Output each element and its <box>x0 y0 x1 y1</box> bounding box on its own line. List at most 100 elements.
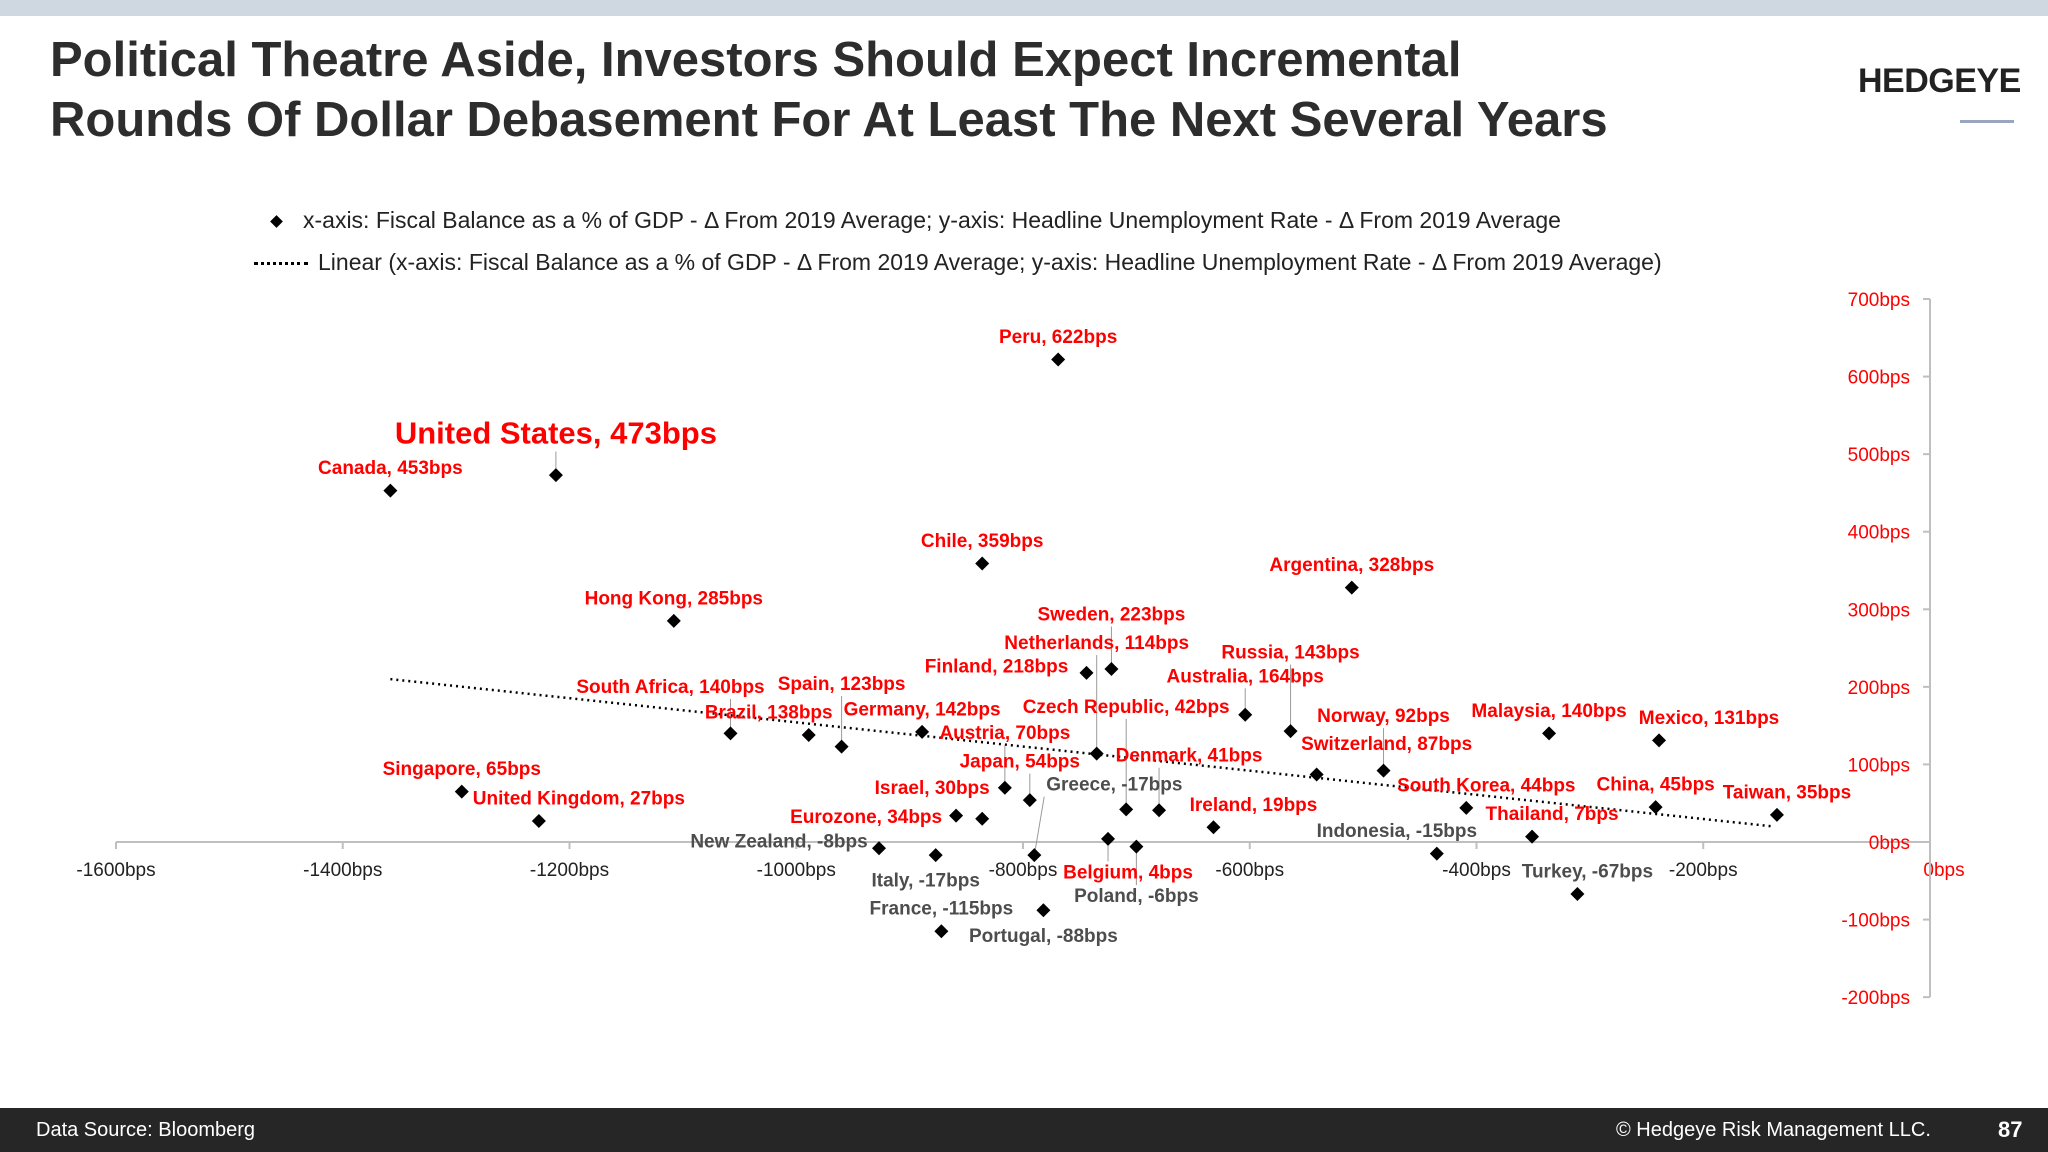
data-label: Czech Republic, 42bps <box>1023 697 1230 718</box>
data-label: Singapore, 65bps <box>383 759 541 780</box>
data-label: Sweden, 223bps <box>1038 605 1186 626</box>
data-label: Finland, 218bps <box>925 656 1069 677</box>
data-point <box>1459 800 1474 815</box>
title-line-2: Rounds Of Dollar Debasement For At Least… <box>50 93 1608 147</box>
y-tick-label: 400bps <box>1848 523 1910 544</box>
data-point <box>1309 767 1324 782</box>
data-label: Brazil, 138bps <box>705 702 833 723</box>
data-point <box>723 726 738 741</box>
data-point <box>1079 665 1094 680</box>
data-label: Portugal, -88bps <box>969 926 1118 947</box>
data-point <box>1104 662 1119 677</box>
data-label: New Zealand, -8bps <box>690 832 867 853</box>
legend-label: Linear (x-axis: Fiscal Balance as a % of… <box>318 249 1662 275</box>
data-point <box>548 468 563 483</box>
data-label: Eurozone, 34bps <box>790 807 942 828</box>
data-label: Turkey, -67bps <box>1522 861 1653 882</box>
data-point <box>1027 848 1042 863</box>
data-point <box>1036 903 1051 918</box>
data-point <box>1051 352 1066 367</box>
logo-underline <box>1960 120 2014 123</box>
y-tick-label: -100bps <box>1841 911 1910 932</box>
data-point <box>1129 839 1144 854</box>
y-tick-label: 0bps <box>1869 833 1910 854</box>
data-point <box>975 556 990 571</box>
x-tick-label: 0bps <box>1923 860 1964 881</box>
data-point <box>1652 733 1667 748</box>
data-point <box>383 483 398 498</box>
data-label: South Africa, 140bps <box>576 677 764 698</box>
data-point <box>1648 800 1663 815</box>
data-point <box>454 784 469 799</box>
data-point <box>1152 803 1167 818</box>
data-point <box>1119 802 1134 817</box>
data-point <box>1570 886 1585 901</box>
footer: Data Source: Bloomberg © Hedgeye Risk Ma… <box>0 1108 2048 1152</box>
x-tick-label: -800bps <box>989 860 1058 881</box>
label-leader-lines <box>555 451 1385 886</box>
data-label: Japan, 54bps <box>960 752 1080 773</box>
data-label: Denmark, 41bps <box>1116 746 1263 767</box>
data-point <box>1344 580 1359 595</box>
dotted-line-icon <box>254 262 308 266</box>
data-point <box>1101 831 1116 846</box>
data-source: Data Source: Bloomberg <box>36 1119 256 1141</box>
legend-label: x-axis: Fiscal Balance as a % of GDP - Δ… <box>303 207 1561 233</box>
data-label: Germany, 142bps <box>844 699 1001 720</box>
data-point <box>1376 763 1391 778</box>
y-tick-label: 300bps <box>1848 600 1910 621</box>
data-point <box>531 814 546 829</box>
data-label: Netherlands, 114bps <box>1004 633 1189 654</box>
data-label: France, -115bps <box>870 899 1014 920</box>
data-point <box>928 848 943 863</box>
data-point <box>834 739 849 754</box>
data-label: Norway, 92bps <box>1317 706 1450 727</box>
legend-item-trendline: Linear (x-axis: Fiscal Balance as a % of… <box>254 249 1662 276</box>
hedgeye-logo: HEDGEYE <box>1858 62 2021 100</box>
linear-trendline <box>390 677 1774 828</box>
data-point <box>872 841 887 856</box>
data-point <box>1089 746 1104 761</box>
data-point <box>1206 820 1221 835</box>
data-label: Poland, -6bps <box>1074 886 1199 907</box>
data-label: Switzerland, 87bps <box>1301 734 1472 755</box>
scatter-chart: -1600bps -1400bps -1200bps -1000bps -800bps -… <box>76 290 1964 1009</box>
data-point <box>997 780 1012 795</box>
copyright: © Hedgeye Risk Management LLC. <box>1616 1119 1931 1141</box>
data-point <box>1238 707 1253 722</box>
data-point <box>915 724 930 739</box>
data-label: Argentina, 328bps <box>1269 555 1434 576</box>
data-label: Canada, 453bps <box>318 458 463 479</box>
x-tick-label: -400bps <box>1442 860 1511 881</box>
y-tick-label: 100bps <box>1848 755 1910 776</box>
data-label: Ireland, 19bps <box>1190 795 1318 816</box>
x-tick-label: -600bps <box>1215 860 1284 881</box>
data-point <box>666 613 681 628</box>
data-point <box>801 727 816 742</box>
x-tick-label: -1200bps <box>530 860 609 881</box>
data-point <box>1542 726 1557 741</box>
label-leader-line <box>1033 796 1045 856</box>
data-label: South Korea, 44bps <box>1397 775 1575 796</box>
page-title: Political Theatre Aside, Investors Shoul… <box>50 30 1608 150</box>
x-tick-label: -1600bps <box>76 860 155 881</box>
data-label: Israel, 30bps <box>875 778 990 799</box>
data-label: Greece, -17bps <box>1046 775 1182 796</box>
y-tick-label: -200bps <box>1841 988 1910 1009</box>
data-point <box>975 811 990 826</box>
y-tick-label: 600bps <box>1848 368 1910 389</box>
x-tick-label: -200bps <box>1669 860 1738 881</box>
top-bar <box>0 0 2048 16</box>
data-label: Malaysia, 140bps <box>1471 701 1626 722</box>
data-label: Australia, 164bps <box>1167 666 1324 687</box>
data-label: Russia, 143bps <box>1221 643 1359 664</box>
data-label: Hong Kong, 285bps <box>585 588 763 609</box>
data-label: United Kingdom, 27bps <box>473 789 685 810</box>
data-label: Italy, -17bps <box>871 871 979 892</box>
data-label: Indonesia, -15bps <box>1317 821 1477 842</box>
data-point <box>934 924 949 939</box>
data-point <box>1429 846 1444 861</box>
title-line-1: Political Theatre Aside, Investors Shoul… <box>50 33 1462 87</box>
x-tick-label: -1400bps <box>303 860 382 881</box>
data-point <box>1525 829 1540 844</box>
